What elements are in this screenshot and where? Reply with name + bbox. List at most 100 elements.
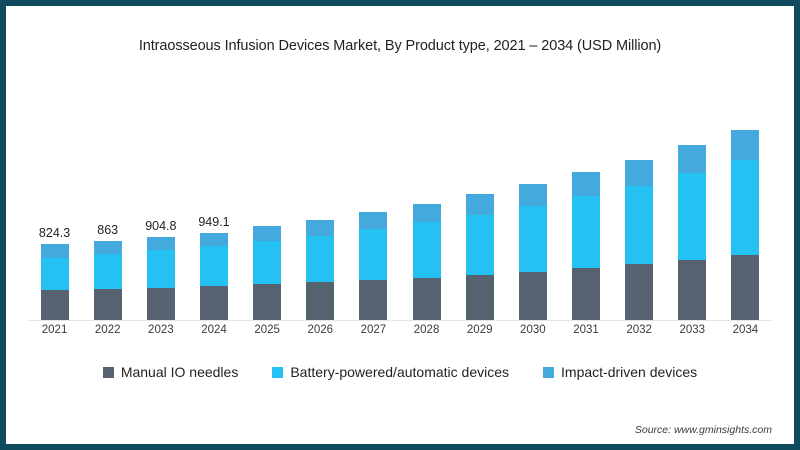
legend-item[interactable]: Battery-powered/automatic devices xyxy=(272,364,509,380)
bar-segment[interactable] xyxy=(412,203,441,223)
bar-segment[interactable] xyxy=(412,222,441,278)
x-axis-tick: 2034 xyxy=(732,324,759,336)
x-axis-tick: 2022 xyxy=(94,324,121,336)
stacked-bar[interactable]: 863 xyxy=(93,223,122,321)
bar-segment[interactable] xyxy=(306,282,335,321)
bar-segment[interactable] xyxy=(93,254,122,290)
legend-swatch-impact xyxy=(543,366,555,378)
page-title: Intraosseous Infusion Devices Market, By… xyxy=(138,38,662,54)
x-axis-tick: 2024 xyxy=(201,324,227,336)
bar-segment[interactable] xyxy=(306,235,335,283)
x-axis-tick: 2026 xyxy=(307,324,334,336)
bar-slot xyxy=(241,226,294,321)
bar-value-label: 824.3 xyxy=(38,226,71,241)
stacked-bar[interactable] xyxy=(359,212,388,321)
stacked-bar[interactable] xyxy=(625,159,654,321)
stacked-bar[interactable] xyxy=(571,172,600,321)
bar-segment[interactable] xyxy=(359,212,388,230)
bar-segment[interactable] xyxy=(465,214,494,275)
bar-segment[interactable] xyxy=(412,277,441,321)
stacked-bar[interactable]: 904.8 xyxy=(145,219,176,321)
bar-segment[interactable] xyxy=(93,289,122,321)
bar-slot xyxy=(453,194,506,321)
bar-slot xyxy=(506,184,559,321)
x-axis-tick: 2032 xyxy=(626,324,652,336)
bar-segment[interactable] xyxy=(40,290,69,321)
x-axis-tick: 2033 xyxy=(679,324,706,336)
legend: Manual IO needles Battery-powered/automat… xyxy=(6,364,794,380)
bar-slot xyxy=(613,159,666,321)
x-axis-tick-labels: 2021 2022 2023 2024 2025 2026 2027 2028 2029 2030… xyxy=(28,324,772,344)
x-axis-tick: 2028 xyxy=(413,324,440,336)
bar-slot xyxy=(719,129,772,321)
bar-value-label: 949.1 xyxy=(198,214,230,229)
stacked-bar[interactable]: 949.1 xyxy=(198,215,230,321)
bar-segment[interactable] xyxy=(625,159,654,186)
source-note: Source: www.gminsights.com xyxy=(634,424,772,436)
bar-segment[interactable] xyxy=(199,245,228,287)
bar-segment[interactable] xyxy=(199,232,228,246)
bar-slot xyxy=(347,212,400,321)
bar-segment[interactable] xyxy=(253,241,282,285)
bar-segment[interactable] xyxy=(518,205,547,272)
bar-value-label: 863 xyxy=(97,222,119,237)
bar-slot xyxy=(559,172,612,321)
legend-label: Battery-powered/automatic devices xyxy=(290,364,510,380)
bar-segment[interactable] xyxy=(146,287,175,321)
bar-segment[interactable] xyxy=(306,219,335,236)
bar-segment[interactable] xyxy=(625,185,654,265)
stacked-bar[interactable] xyxy=(465,194,494,321)
bar-slot xyxy=(666,145,719,321)
x-axis-tick: 2029 xyxy=(466,324,493,336)
bar-segment[interactable] xyxy=(518,184,547,206)
stacked-bar[interactable] xyxy=(731,129,760,321)
x-axis-tick: 2031 xyxy=(573,324,599,336)
bar-segment[interactable] xyxy=(40,244,69,258)
bar-segment[interactable] xyxy=(571,172,600,197)
bar-segment[interactable] xyxy=(359,280,388,321)
stacked-bar[interactable] xyxy=(306,219,335,321)
bar-slot: 824.3 xyxy=(28,226,81,321)
legend-item[interactable]: Manual IO needles xyxy=(102,364,238,380)
bar-segment[interactable] xyxy=(359,229,388,281)
stacked-bar[interactable] xyxy=(253,226,282,321)
bar-segment[interactable] xyxy=(731,254,760,321)
bar-segment[interactable] xyxy=(465,194,494,215)
bar-segment[interactable] xyxy=(199,286,228,321)
chart-card: Intraosseous Infusion Devices Market, By… xyxy=(6,6,794,444)
plot-area: 824.3 863 904.8 949.1 xyxy=(28,86,772,321)
stacked-bar[interactable] xyxy=(678,145,707,321)
bar-value-label: 904.8 xyxy=(145,218,177,233)
stacked-bar[interactable] xyxy=(412,203,441,321)
bar-segment[interactable] xyxy=(465,274,494,321)
bar-segment[interactable] xyxy=(571,196,600,269)
x-axis-tick: 2025 xyxy=(254,324,280,336)
bar-segment[interactable] xyxy=(678,259,707,321)
x-axis-tick: 2021 xyxy=(41,324,68,336)
legend-item[interactable]: Impact-driven devices xyxy=(543,364,697,380)
bar-slot xyxy=(400,203,453,321)
bar-slot: 949.1 xyxy=(187,215,240,321)
bar-segment[interactable] xyxy=(146,236,175,251)
bar-slot: 904.8 xyxy=(134,219,187,321)
bar-segment[interactable] xyxy=(518,271,547,321)
legend-label: Impact-driven devices xyxy=(561,364,698,380)
x-axis-line xyxy=(28,320,772,321)
bar-segment[interactable] xyxy=(678,173,707,260)
x-axis-tick: 2030 xyxy=(520,324,546,336)
bar-segment[interactable] xyxy=(253,226,282,241)
bar-segment[interactable] xyxy=(93,240,122,255)
x-axis-tick: 2023 xyxy=(148,324,174,336)
bar-segment[interactable] xyxy=(253,284,282,321)
bar-segment[interactable] xyxy=(731,129,760,161)
stacked-bar[interactable] xyxy=(518,184,547,321)
bar-segment[interactable] xyxy=(40,257,69,291)
x-axis-tick: 2027 xyxy=(360,324,387,336)
bar-segment[interactable] xyxy=(146,250,175,288)
bar-segment[interactable] xyxy=(625,264,654,321)
bar-segment[interactable] xyxy=(678,145,707,174)
bar-slot: 863 xyxy=(81,223,134,321)
bar-segment[interactable] xyxy=(571,268,600,321)
bar-segment[interactable] xyxy=(731,160,760,255)
stacked-bar[interactable]: 824.3 xyxy=(39,226,70,321)
